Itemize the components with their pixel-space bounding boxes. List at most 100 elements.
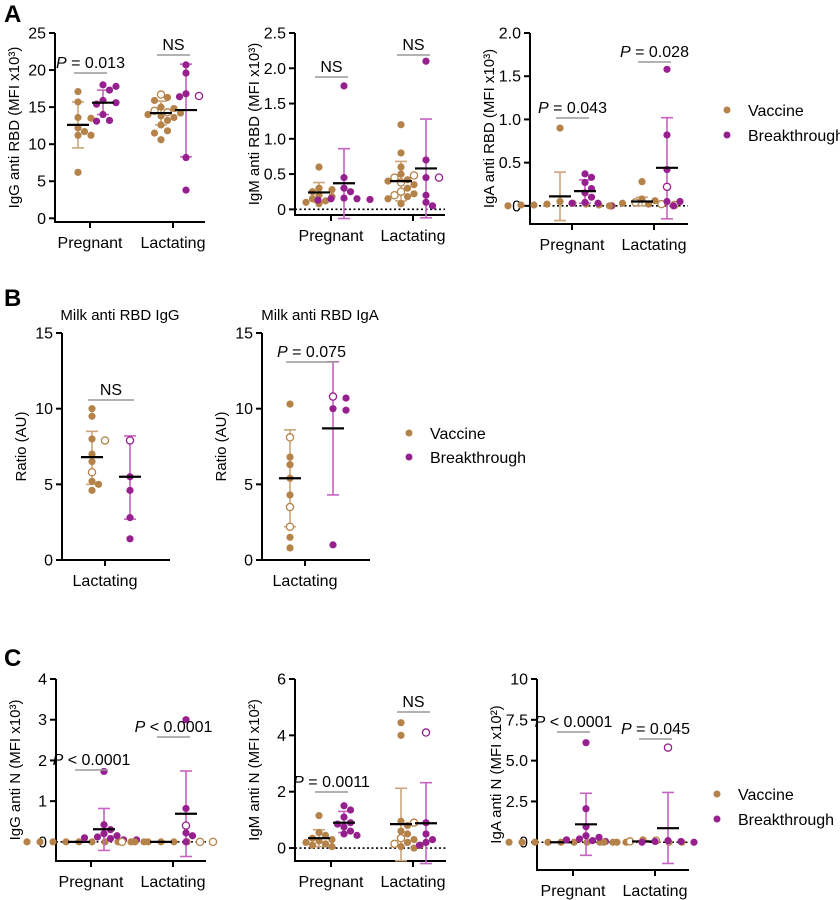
data-point [340,813,348,821]
y-tick-label: 20 [28,63,46,80]
data-point [328,843,336,851]
data-point [49,838,57,846]
data-point [286,453,294,461]
data-point [397,200,405,208]
significance-label: NS [100,382,122,399]
group-pregnant-breakthrough [314,82,374,220]
y-tick-label: 0 [277,841,286,858]
group-lactating-breakthrough [415,57,444,219]
data-point [88,450,96,458]
y-tick-label: 1 [38,794,47,811]
data-point [575,835,584,843]
data-point [182,838,190,846]
data-point-open [662,182,672,192]
group-lactating-breakthrough [638,743,698,865]
x-tick-label: Pregnant [541,883,606,900]
data-point [87,114,95,122]
p-symbol: P [621,721,632,738]
legend-b: Vaccine Breakthrough [405,426,526,467]
y-tick-label: 15 [28,100,46,117]
data-point [397,827,405,835]
data-point [144,110,152,119]
data-point-open [117,837,127,847]
data-point [384,195,392,203]
chart-1: 0 5 10 15 20 25 IgG anti RBD (MFI x10³) Pregnan… [6,26,205,253]
legend-marker-breakthrough [723,131,731,139]
y-tick-label: 0 [277,202,286,219]
data-point [157,121,165,129]
data-point [314,196,322,204]
y-tick-label: 3 [38,712,47,729]
y-tick-label: 0 [244,553,253,570]
data-point [517,201,525,209]
data-point [605,202,614,210]
data-point [105,86,114,94]
data-point [315,812,323,820]
y-tick-label: 0 [44,553,53,570]
data-point [163,93,172,102]
data-point [422,191,430,199]
legend-marker-vaccine [723,106,731,114]
y-tick-label: 1.5 [499,69,521,86]
data-point [94,480,103,488]
data-point [581,170,589,178]
data-point [182,716,190,724]
x-tick-label: Lactating [381,228,446,245]
data-point [126,535,134,543]
data-point-open [208,837,218,847]
data-point [415,841,424,849]
p-symbol: P [53,752,64,769]
data-point [664,837,672,845]
data-point [170,113,178,122]
data-point [410,181,418,189]
data-point [74,168,82,176]
data-point [346,188,355,196]
data-point [328,186,336,194]
data-point [131,838,139,846]
x-tick-label: Lactating [381,874,446,891]
legend-label-breakthrough: Breakthrough [430,450,526,467]
data-point [340,802,348,810]
data-point-open [434,173,444,182]
data-point [150,129,159,137]
data-point [340,184,348,192]
significance-label: NS [320,59,342,76]
data-point [170,838,178,846]
data-point [126,486,134,494]
y-tick-label: 10 [28,137,46,154]
p-symbol: P [56,55,67,72]
legend-label-breakthrough: Breakthrough [748,128,840,145]
data-point [556,124,564,132]
data-point [410,835,418,844]
data-point [88,838,96,846]
data-point [126,514,134,522]
data-point [422,830,430,838]
group-lactating-vaccine [605,178,679,210]
significance-label: P < 0.0001 [135,719,213,736]
significance-label: P = 0.0011 [293,774,370,791]
data-point [286,544,294,552]
data-point [315,163,323,171]
x-tick-label: Pregnant [299,874,364,891]
y-axis-label: IgM anti RBD (MFI x10³) [246,43,263,206]
y-tick-label: 0.5 [499,155,521,172]
x-tick-label: Lactating [622,237,687,254]
data-point [582,832,590,840]
y-tick-label: 1.0 [499,112,521,129]
significance-label: P = 0.043 [538,100,607,117]
data-point [163,127,172,135]
data-point [638,838,646,846]
p-symbol: P [538,100,549,117]
data-point [638,178,646,186]
data-point [80,834,89,842]
data-point-open [328,392,338,401]
data-point [663,65,671,73]
significance-label: P = 0.075 [277,344,346,361]
significance-label: P < 0.0001 [53,752,131,769]
data-point [397,121,405,129]
data-point [397,163,405,171]
data-point [113,832,121,840]
legend-marker-vaccine [405,429,413,437]
x-tick-label: Pregnant [299,228,364,245]
